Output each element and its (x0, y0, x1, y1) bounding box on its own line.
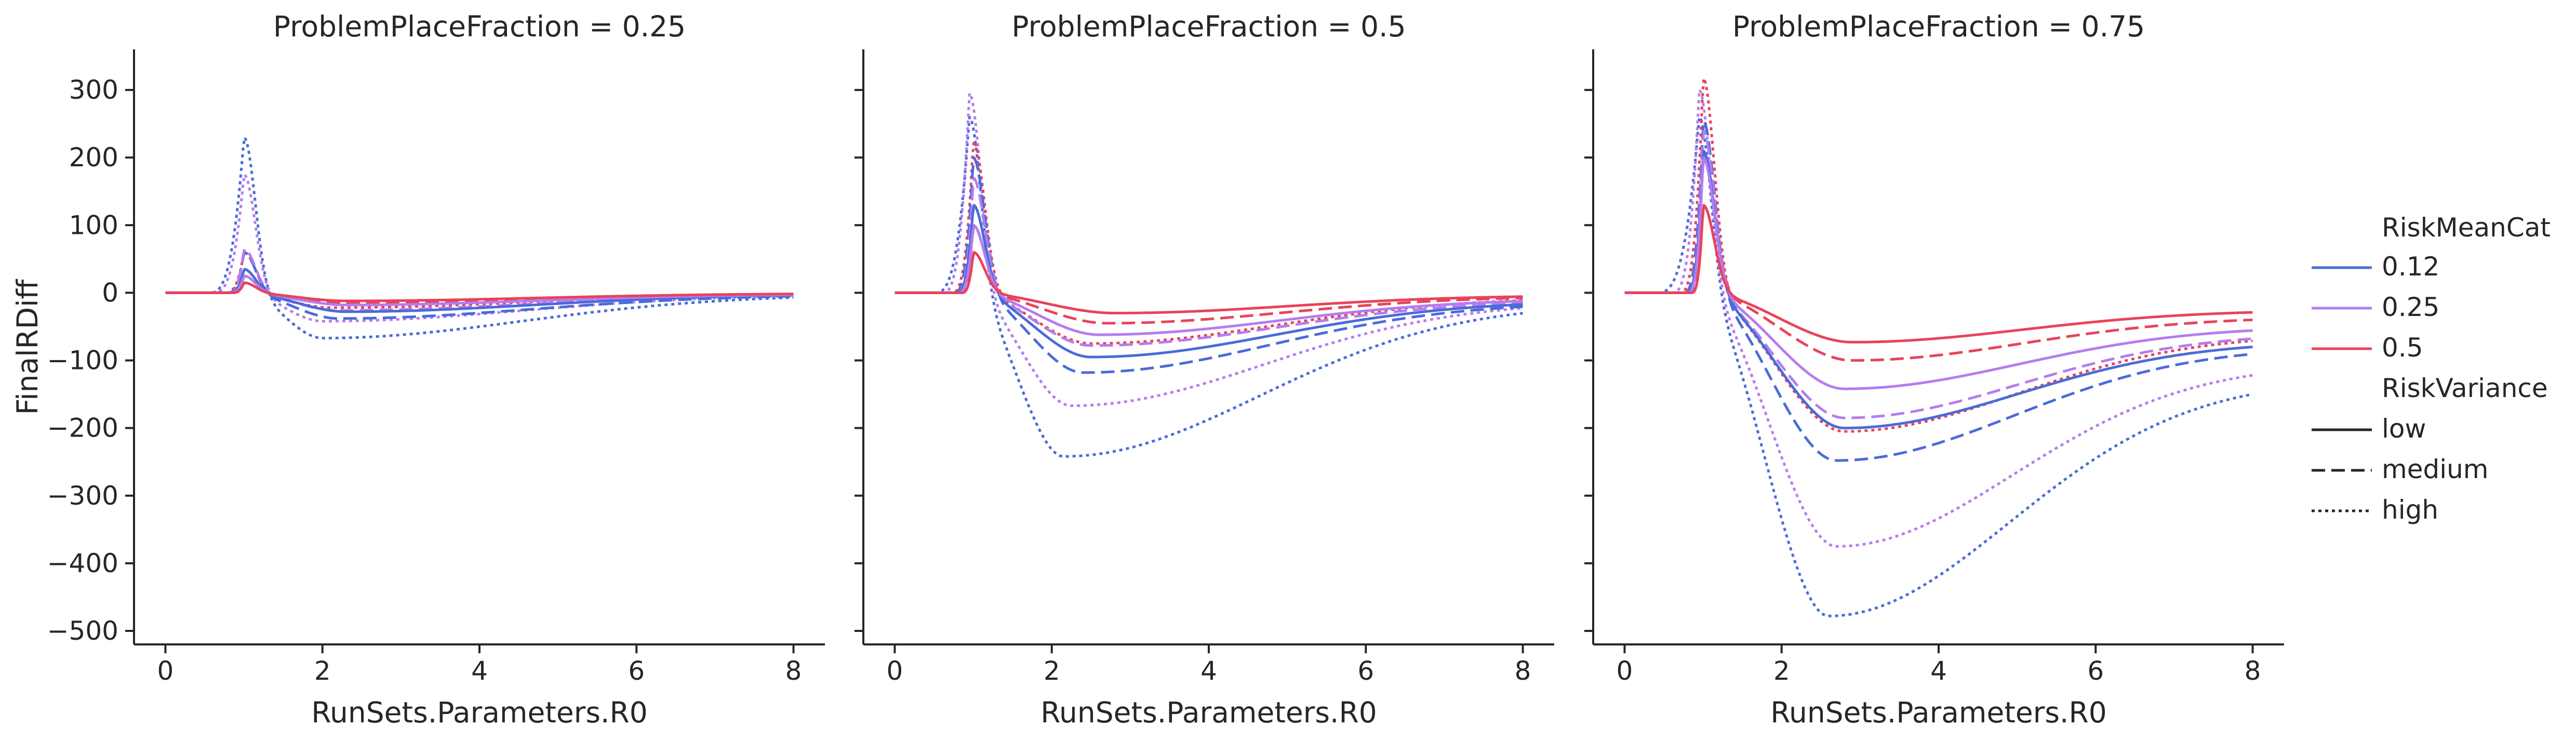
y-tick-label: −500 (47, 616, 118, 646)
x-tick-label: 4 (1200, 656, 1217, 686)
series-line-05-low (165, 281, 794, 302)
legend-style-label: low (2382, 414, 2426, 444)
legend-hue-label: 0.5 (2382, 333, 2423, 363)
legend-hue-label: 0.25 (2382, 292, 2439, 322)
series-line-05-low (895, 251, 1523, 314)
x-tick-label: 2 (1773, 656, 1790, 686)
x-tick-label: 6 (1357, 656, 1374, 686)
y-tick-label: −400 (47, 548, 118, 578)
x-axis-label: RunSets.Parameters.R0 (1040, 696, 1377, 729)
y-tick-label: −200 (47, 413, 118, 443)
x-axis-label: RunSets.Parameters.R0 (1770, 696, 2106, 729)
x-tick-label: 2 (314, 656, 331, 686)
y-tick-label: 0 (102, 278, 118, 308)
series-line-012-low (895, 204, 1523, 359)
panel-title: ProblemPlaceFraction = 0.5 (1011, 10, 1406, 43)
x-tick-label: 4 (471, 656, 488, 686)
x-tick-label: 4 (1930, 656, 1947, 686)
x-tick-label: 6 (2087, 656, 2104, 686)
series-line-012-low (1624, 150, 2253, 430)
series-line-05-medium (1624, 150, 2253, 362)
series-line-025-medium (1624, 129, 2253, 419)
series-line-025-high (1624, 88, 2253, 548)
series-line-05-low (1624, 204, 2253, 344)
legend-hue-label: 0.12 (2382, 252, 2439, 282)
panel-1: ProblemPlaceFraction = 0.25 0 2 4 6 8 −500 −400… (47, 10, 825, 729)
x-tick-label: 0 (157, 656, 174, 686)
x-tick-label: 0 (887, 656, 903, 686)
series-line-012-medium (1624, 119, 2253, 462)
panel-2: ProblemPlaceFraction = 0.5 0 2 4 6 8 RunSets.P… (855, 10, 1554, 729)
panel-3: ProblemPlaceFraction = 0.75 0 2 4 6 8 RunSets.… (1584, 10, 2284, 729)
x-tick-label: 8 (1515, 656, 1531, 686)
y-tick-label: 100 (69, 210, 118, 240)
panel-title: ProblemPlaceFraction = 0.75 (1732, 10, 2145, 43)
series-line-025-high (895, 92, 1523, 407)
panel-title: ProblemPlaceFraction = 0.25 (273, 10, 686, 43)
y-tick-label: 200 (69, 142, 118, 173)
y-tick-label: −100 (47, 346, 118, 376)
legend-style-label: medium (2382, 454, 2489, 484)
y-tick-label: −300 (47, 481, 118, 511)
x-tick-label: 2 (1044, 656, 1060, 686)
y-axis-label: FinalRDiff (11, 279, 44, 415)
series-line-012-high (895, 115, 1523, 458)
legend: RiskMeanCat 0.12 0.25 0.5 RiskVariance low med… (2312, 213, 2551, 525)
series-line-012-high (1624, 115, 2253, 617)
x-tick-label: 8 (2245, 656, 2261, 686)
legend-style-label: high (2382, 495, 2438, 525)
x-tick-label: 6 (628, 656, 645, 686)
x-axis-label: RunSets.Parameters.R0 (311, 696, 647, 729)
y-tick-label: 300 (69, 75, 118, 105)
legend-style-title: RiskVariance (2382, 373, 2548, 403)
series-line-012-high (165, 136, 794, 340)
legend-hue-title: RiskMeanCat (2382, 213, 2551, 243)
x-tick-label: 0 (1617, 656, 1633, 686)
x-tick-label: 8 (785, 656, 802, 686)
chart-panels: ProblemPlaceFraction = 0.25 0 2 4 6 8 −500 −400… (11, 10, 2284, 729)
series-line-05-high (1624, 77, 2253, 433)
